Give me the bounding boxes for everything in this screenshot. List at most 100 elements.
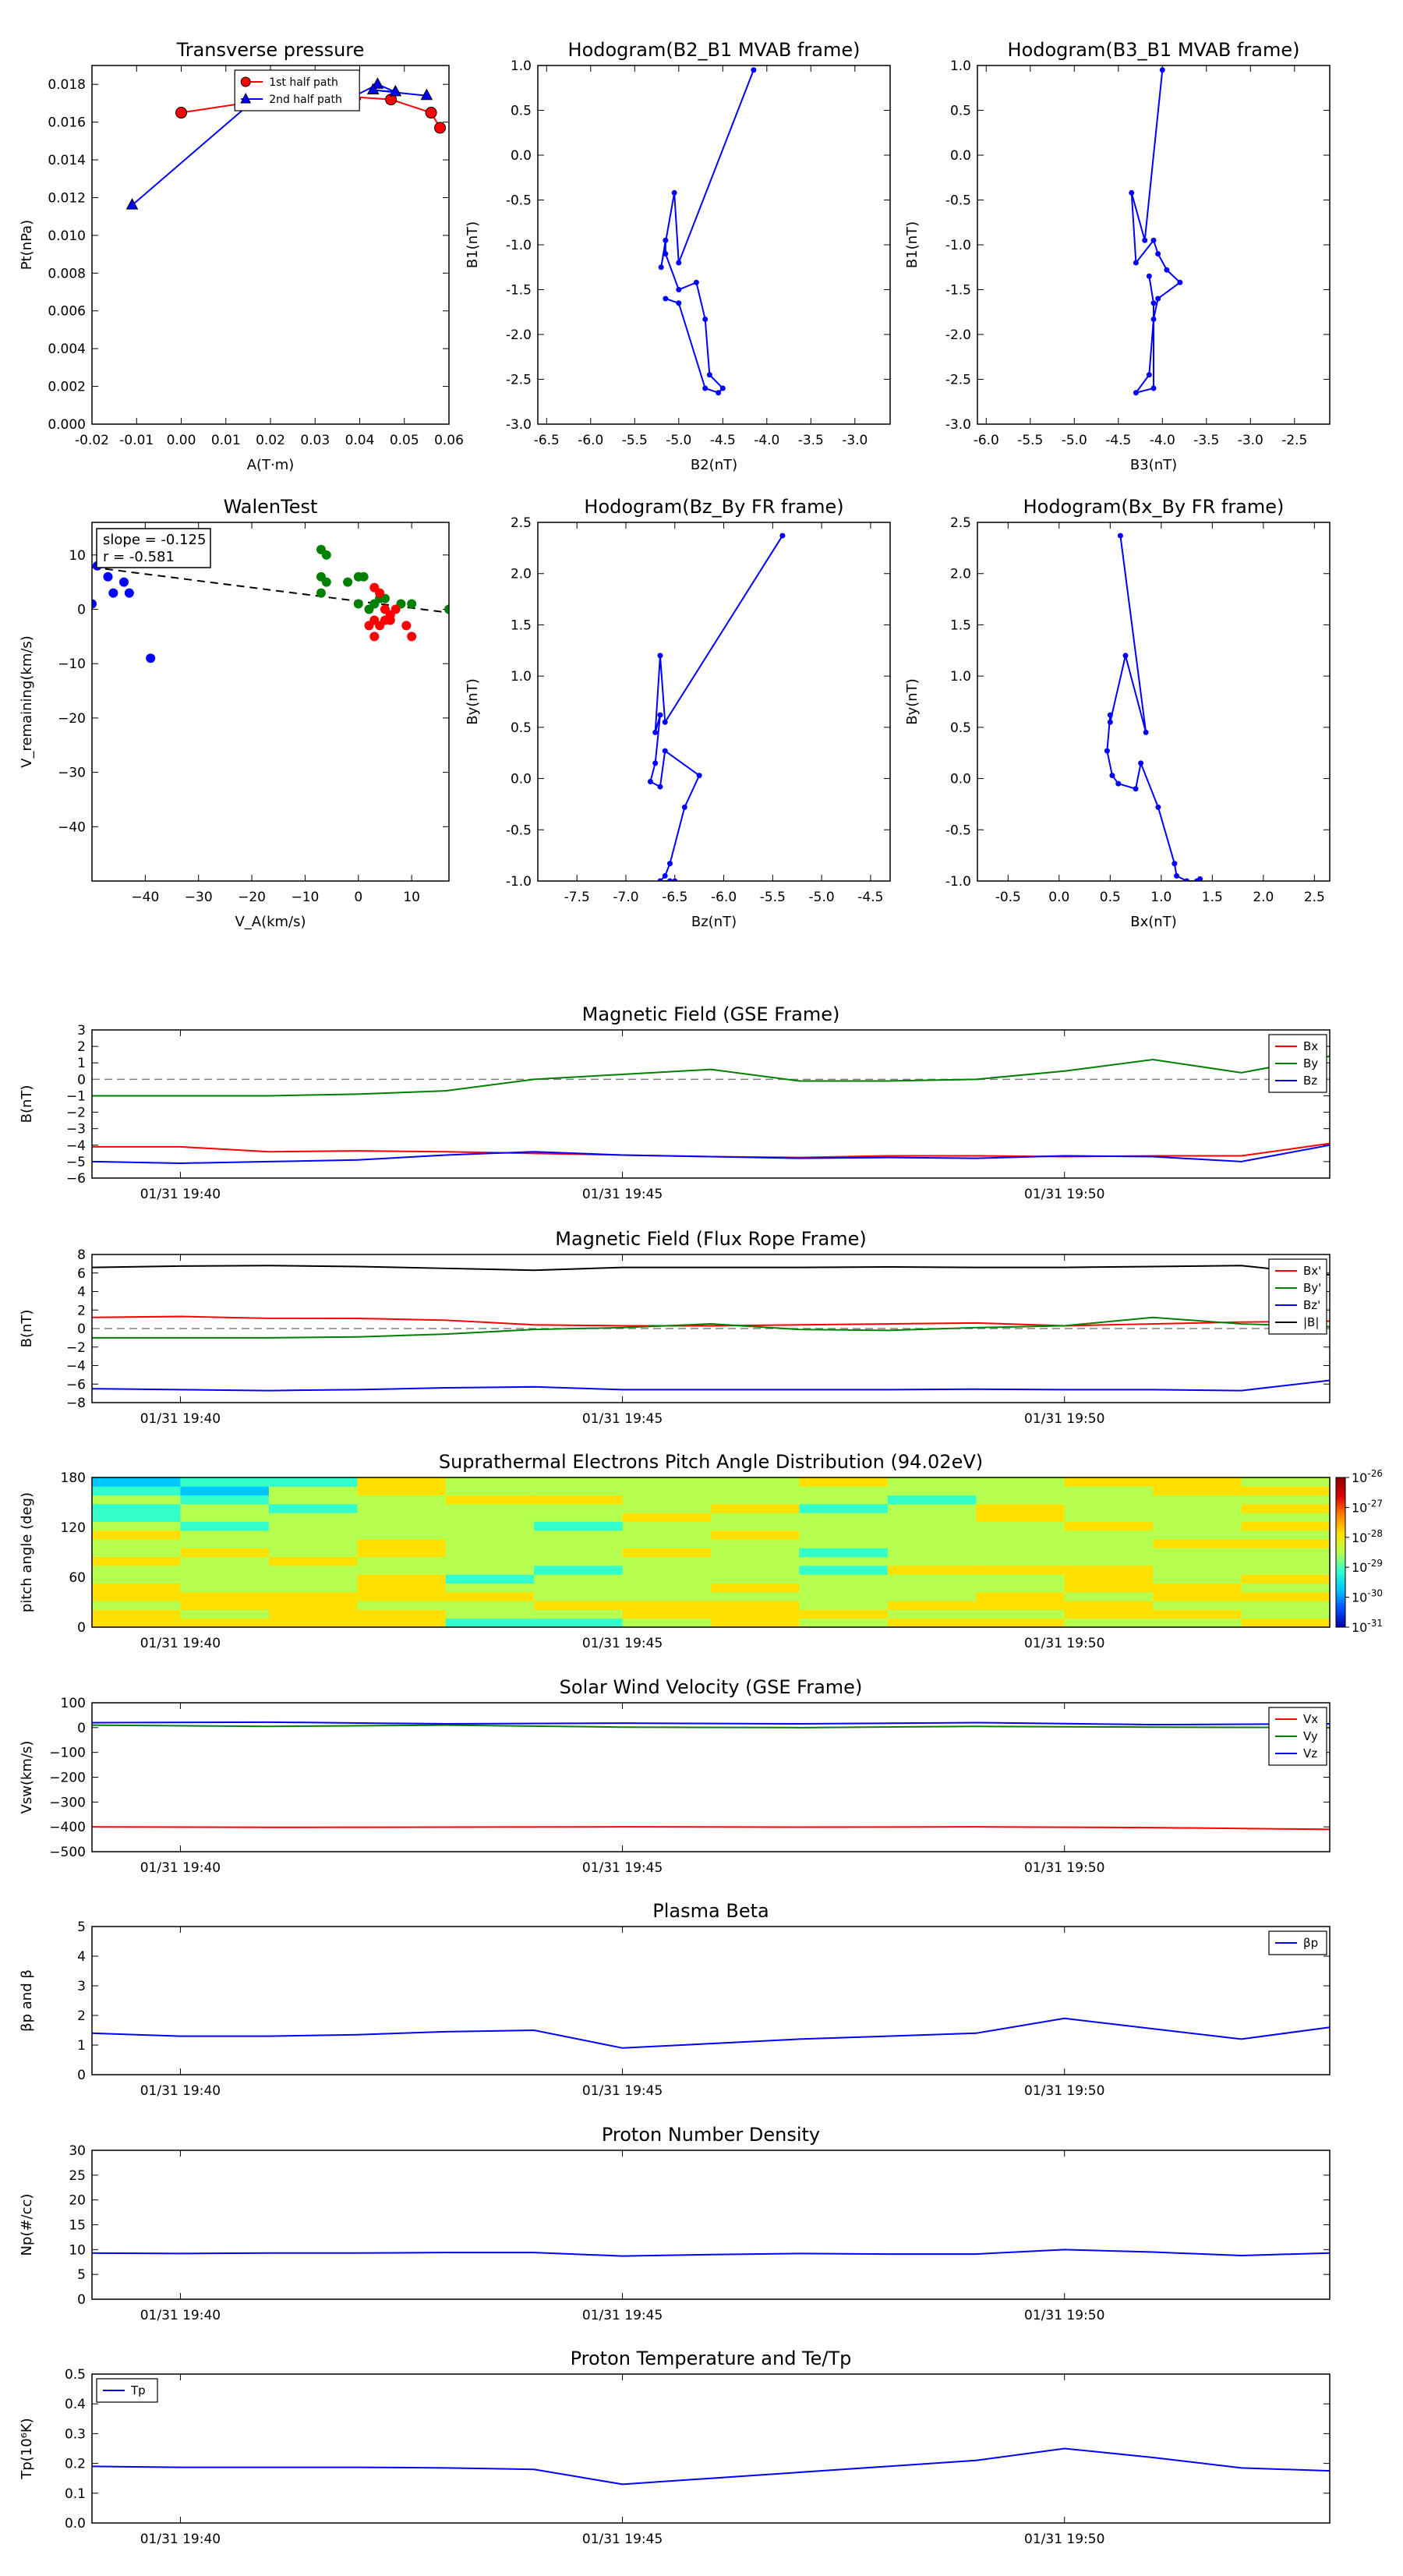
- chart-title: Plasma Beta: [652, 1900, 769, 1922]
- heatmap-cell: [622, 1521, 712, 1531]
- heatmap-cell: [180, 1539, 270, 1548]
- heatmap-cell: [887, 1477, 977, 1487]
- y-tick-label: 0.012: [48, 190, 86, 206]
- heatmap-cell: [357, 1477, 447, 1487]
- heatmap-cell: [357, 1495, 447, 1505]
- x-tick-label: −40: [131, 890, 159, 905]
- heatmap-cell: [711, 1486, 800, 1496]
- y-tick-label: 0.5: [950, 104, 971, 119]
- axes-frame: [91, 1926, 1331, 2075]
- y-tick-label: 0.018: [48, 77, 86, 93]
- heatmap-cell: [92, 1618, 181, 1627]
- legend-label: Bx: [1303, 1039, 1318, 1053]
- y-tick-label: 0: [77, 2292, 86, 2308]
- y-tick-label: 5: [77, 2267, 86, 2283]
- scatter-point: [146, 653, 156, 663]
- x-tick-label: -7.0: [613, 890, 638, 905]
- y-tick-label: 0.004: [48, 341, 86, 357]
- chart-bfr: Magnetic Field (Flux Rope Frame) 01/31 19…: [19, 1228, 1331, 1427]
- plot-area: [658, 67, 757, 396]
- heatmap-cell: [1153, 1574, 1242, 1584]
- heatmap-cell: [534, 1618, 624, 1627]
- series-line-2: [92, 1379, 1330, 1392]
- heatmap-cell: [887, 1574, 977, 1584]
- y-tick-label: 1: [77, 2038, 86, 2054]
- y-tick-label: 0.010: [48, 228, 86, 244]
- heatmap-cell: [92, 1521, 181, 1531]
- data-point: [702, 316, 709, 322]
- x-tick-label: -3.5: [798, 433, 824, 448]
- x-axis-label: Bz(nT): [691, 914, 737, 930]
- data-point: [1146, 372, 1152, 378]
- scatter-point: [343, 577, 353, 587]
- y-tick-label: 3: [77, 1023, 86, 1039]
- legend-label: 2nd half path: [269, 94, 342, 106]
- x-tick-label: 0.01: [211, 433, 241, 448]
- x-tick-label: 01/31 19:40: [140, 1411, 221, 1427]
- y-tick-label: 0.000: [48, 417, 86, 433]
- x-tick-label: -4.0: [754, 433, 779, 448]
- data-point: [1197, 876, 1203, 881]
- data-point: [676, 300, 682, 306]
- data-point: [719, 385, 726, 391]
- plot-area: [92, 1265, 1330, 1392]
- heatmap-cell: [357, 1583, 447, 1593]
- x-tick-label: 01/31 19:40: [140, 2308, 221, 2323]
- data-point: [1150, 316, 1157, 322]
- x-tick-label: −20: [238, 890, 266, 905]
- y-tick-label: 0: [77, 1721, 86, 1736]
- heatmap-cell: [622, 1618, 712, 1627]
- heatmap-cell: [1064, 1609, 1154, 1619]
- data-point: [1115, 780, 1122, 787]
- heatmap-cell: [445, 1609, 535, 1619]
- chart-title: Hodogram(B3_B1 MVAB frame): [1008, 39, 1300, 61]
- y-axis-label: By(nT): [465, 678, 481, 724]
- heatmap-cell: [799, 1521, 889, 1531]
- y-tick-label: −6: [66, 1171, 86, 1187]
- heatmap-cell: [976, 1539, 1066, 1548]
- y-tick-label: -1.0: [506, 238, 532, 253]
- data-point: [702, 385, 709, 391]
- heatmap-cell: [976, 1495, 1066, 1505]
- x-tick-label: -6.5: [662, 890, 687, 905]
- heatmap-cell: [711, 1530, 800, 1540]
- heatmap-cell: [92, 1591, 181, 1601]
- x-tick-label: -3.5: [1193, 433, 1219, 448]
- data-point: [175, 107, 187, 119]
- heatmap-cell: [1064, 1521, 1154, 1531]
- scatter-point: [385, 615, 395, 625]
- x-tick-label: -2.5: [1281, 433, 1307, 448]
- heatmap-cell: [799, 1609, 889, 1619]
- heatmap-cell: [534, 1530, 624, 1540]
- x-axis-label: V_A(km/s): [235, 914, 306, 930]
- heatmap-cell: [180, 1601, 270, 1610]
- chart-title: Hodogram(Bx_By FR frame): [1023, 496, 1285, 518]
- y-tick-label: 0.2: [65, 2457, 86, 2472]
- x-tick-label: -4.0: [1150, 433, 1175, 448]
- heatmap-cell: [445, 1521, 535, 1531]
- y-tick-label: 0.008: [48, 266, 86, 281]
- heatmap-cell: [622, 1548, 712, 1558]
- axes-frame: [537, 65, 891, 425]
- heatmap-cell: [887, 1503, 977, 1513]
- heatmap-cell: [976, 1513, 1066, 1522]
- data-point: [1155, 251, 1161, 257]
- x-axis-label: B3(nT): [1130, 457, 1177, 473]
- heatmap-cell: [1241, 1601, 1330, 1610]
- scatter-point: [407, 632, 417, 642]
- y-tick-label: 120: [61, 1520, 86, 1536]
- heatmap-cell: [268, 1574, 358, 1584]
- heatmap-cell: [92, 1556, 181, 1566]
- chart-title: Suprathermal Electrons Pitch Angle Distr…: [439, 1451, 983, 1473]
- data-point: [1109, 773, 1115, 779]
- y-tick-label: 1.0: [950, 58, 971, 74]
- scatter-point: [359, 571, 369, 582]
- y-tick-label: 2: [77, 1303, 86, 1318]
- heatmap-cell: [622, 1477, 712, 1487]
- y-axis-label: B(nT): [19, 1085, 35, 1123]
- heatmap-cell: [711, 1477, 800, 1487]
- data-point: [420, 88, 433, 101]
- data-point: [1107, 712, 1113, 718]
- heatmap-cell: [1064, 1530, 1154, 1540]
